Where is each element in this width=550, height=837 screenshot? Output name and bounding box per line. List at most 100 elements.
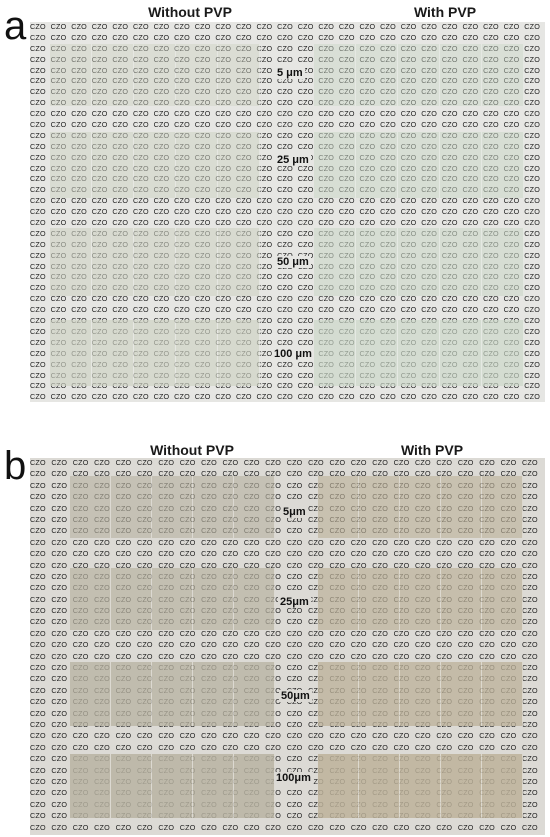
- czo-print: CZO: [132, 98, 149, 108]
- czo-print: CZO: [158, 549, 175, 559]
- czo-print: CZO: [174, 294, 190, 304]
- czo-print: CZO: [72, 560, 89, 570]
- title-without-pvp-b: Without PVP: [150, 442, 234, 458]
- czo-print: CZO: [500, 651, 517, 661]
- czo-print: CZO: [524, 283, 541, 293]
- czo-print: CZO: [194, 54, 211, 64]
- czo-print: CZO: [30, 514, 46, 524]
- czo-print: CZO: [30, 674, 46, 684]
- czo-print: CZO: [500, 628, 517, 638]
- czo-print: CZO: [436, 822, 453, 832]
- film-without-pvp: [218, 132, 260, 198]
- film-with-pvp: [441, 568, 482, 630]
- czo-print: CZO: [194, 76, 211, 86]
- czo-print: CZO: [297, 43, 314, 53]
- czo-print: CZO: [308, 742, 324, 752]
- czo-print: CZO: [179, 651, 196, 661]
- czo-print: CZO: [235, 43, 252, 53]
- film-with-pvp: [314, 228, 356, 296]
- czo-print: CZO: [112, 207, 129, 217]
- czo-print: CZO: [380, 22, 396, 31]
- czo-print: CZO: [503, 54, 520, 64]
- film-with-pvp: [314, 44, 356, 106]
- czo-print: CZO: [441, 76, 458, 86]
- czo-print: CZO: [329, 742, 346, 752]
- czo-print: CZO: [457, 822, 474, 832]
- czo-print: CZO: [380, 196, 396, 206]
- film-without-pvp: [152, 476, 193, 538]
- czo-print: CZO: [215, 120, 232, 130]
- czo-print: CZO: [393, 651, 410, 661]
- film-without-pvp: [234, 476, 275, 538]
- czo-print: CZO: [71, 120, 87, 130]
- czo-print: CZO: [524, 272, 541, 282]
- czo-print: CZO: [441, 294, 458, 304]
- czo-print: CZO: [201, 549, 217, 559]
- czo-print: CZO: [30, 261, 46, 271]
- czo-print: CZO: [436, 560, 453, 570]
- czo-print: CZO: [158, 537, 175, 547]
- czo-print: CZO: [329, 549, 346, 559]
- czo-print: CZO: [415, 469, 431, 479]
- film-with-pvp: [398, 44, 440, 106]
- czo-print: CZO: [503, 87, 520, 97]
- czo-print: CZO: [112, 392, 129, 402]
- czo-print: CZO: [174, 305, 190, 315]
- czo-print: CZO: [318, 218, 335, 228]
- czo-print: CZO: [94, 458, 110, 467]
- czo-print: CZO: [359, 218, 376, 228]
- czo-print: CZO: [174, 54, 190, 64]
- czo-print: CZO: [483, 294, 499, 304]
- czo-print: CZO: [286, 480, 303, 490]
- czo-print: CZO: [72, 742, 89, 752]
- czo-print: CZO: [243, 651, 260, 661]
- czo-print: CZO: [222, 549, 239, 559]
- czo-print: CZO: [30, 294, 46, 304]
- czo-print: CZO: [524, 120, 541, 130]
- czo-print: CZO: [421, 392, 438, 402]
- czo-print: CZO: [308, 640, 324, 650]
- czo-print: CZO: [436, 469, 453, 479]
- film-without-pvp: [50, 44, 92, 106]
- czo-print: CZO: [256, 130, 273, 140]
- czo-print: CZO: [71, 109, 87, 119]
- czo-print: CZO: [72, 640, 89, 650]
- thickness-label-25um-b: 25μm: [278, 596, 311, 608]
- czo-print: CZO: [521, 822, 538, 832]
- czo-print: CZO: [91, 109, 108, 119]
- czo-print: CZO: [521, 617, 538, 627]
- film-without-pvp: [176, 228, 218, 296]
- film-with-pvp: [314, 132, 356, 198]
- czo-print: CZO: [521, 765, 538, 775]
- czo-print: CZO: [479, 549, 495, 559]
- czo-print: CZO: [277, 359, 293, 369]
- czo-print: CZO: [521, 776, 538, 786]
- czo-print: CZO: [256, 196, 273, 206]
- czo-print: CZO: [243, 640, 260, 650]
- czo-print: CZO: [30, 480, 46, 490]
- czo-print: CZO: [215, 43, 232, 53]
- czo-print: CZO: [441, 54, 458, 64]
- czo-print: CZO: [503, 392, 520, 402]
- czo-print: CZO: [94, 628, 110, 638]
- czo-print: CZO: [457, 458, 474, 467]
- czo-print: CZO: [297, 218, 314, 228]
- film-without-pvp: [176, 44, 218, 106]
- czo-print: CZO: [174, 87, 190, 97]
- czo-print: CZO: [30, 583, 46, 593]
- czo-print: CZO: [30, 218, 46, 228]
- czo-print: CZO: [318, 87, 335, 97]
- czo-print: CZO: [51, 822, 68, 832]
- czo-print: CZO: [441, 207, 458, 217]
- film-with-pvp: [359, 476, 400, 538]
- czo-print: CZO: [174, 207, 190, 217]
- czo-print: CZO: [297, 283, 314, 293]
- czo-print: CZO: [235, 120, 252, 130]
- czo-print: CZO: [51, 537, 68, 547]
- czo-print: CZO: [521, 526, 538, 536]
- czo-print: CZO: [521, 492, 538, 502]
- thickness-label-25um-a: 25 μm: [275, 154, 311, 166]
- czo-print: CZO: [51, 594, 68, 604]
- czo-print: CZO: [521, 480, 538, 490]
- czo-print: CZO: [400, 109, 417, 119]
